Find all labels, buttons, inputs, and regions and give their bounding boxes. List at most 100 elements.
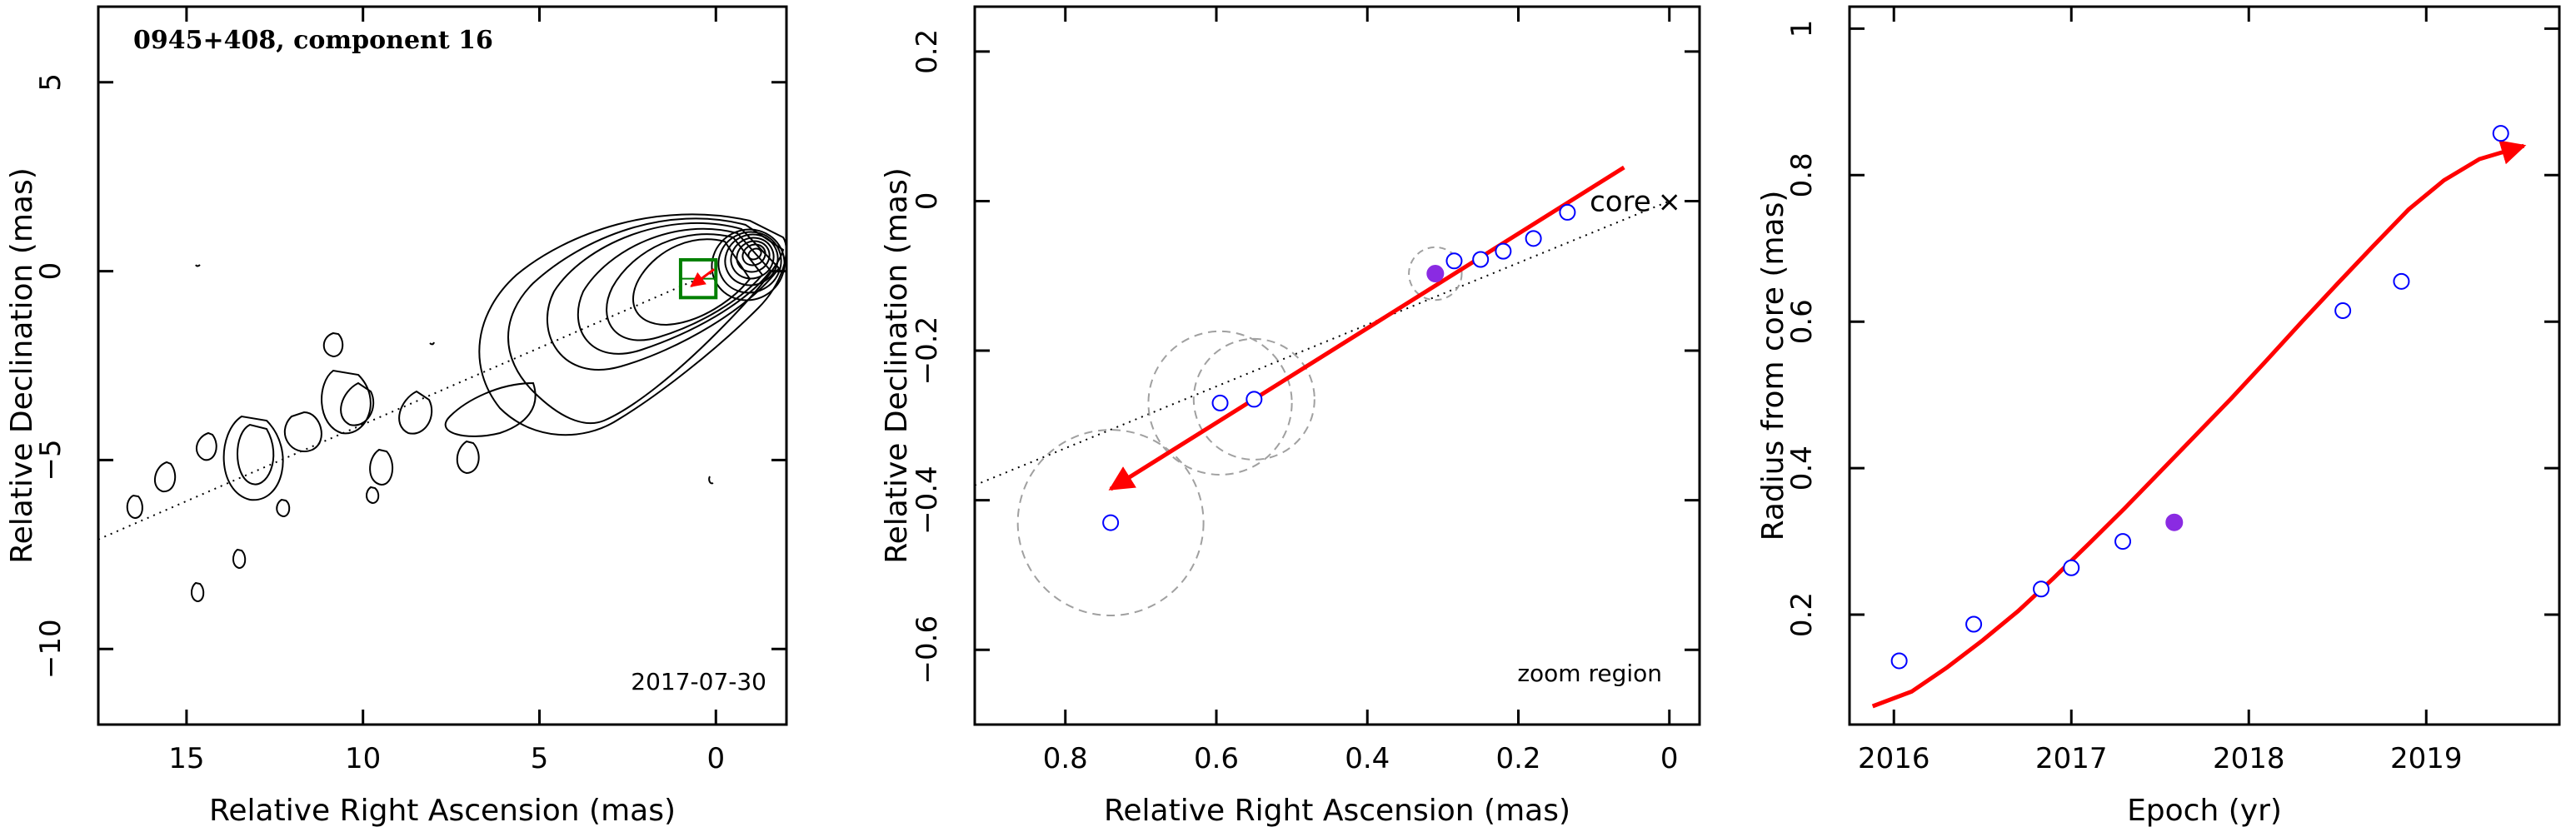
x-tick-label: 2017 [2035, 742, 2108, 775]
x-axis-title: Relative Right Ascension (mas) [1104, 794, 1570, 828]
y-tick-label: −0.4 [911, 466, 944, 535]
contour-level [429, 341, 435, 346]
contour-level [795, 460, 800, 466]
epoch-date-label: 2017-07-30 [631, 668, 766, 695]
contour-level [276, 498, 291, 518]
jet-axis-line [975, 200, 1670, 486]
highlight-point [2165, 513, 2184, 531]
contour-level [222, 415, 284, 501]
highlight-point [1426, 265, 1445, 283]
contour-layer [98, 213, 800, 603]
x-tick-label: 0.6 [1194, 742, 1239, 775]
contour-level [369, 448, 394, 486]
contour-level [191, 581, 205, 603]
y-tick-label: 0.6 [1785, 299, 1819, 344]
x-axis-title: Epoch (yr) [2127, 794, 2282, 828]
y-tick-label: 5 [34, 73, 67, 92]
core-marker: × [1658, 185, 1682, 218]
panel-zoom-region: 0.8 0.6 0.4 0.2 0 0.2 0 −0.2 −0.4 −0.6 core × zoo… [880, 5, 1701, 828]
y-tick-label: 0 [911, 192, 944, 211]
plot-frame [97, 5, 788, 726]
x-tick-label: 0 [1660, 742, 1679, 775]
x-axis-title: Relative Right Ascension (mas) [209, 794, 676, 828]
panel-radius-vs-epoch: 2016 2017 2018 2019 0.2 0.4 0.6 0.8 1 Epoch (yr)… [1756, 5, 2561, 828]
data-point [2063, 559, 2080, 576]
component-size-circle [1408, 246, 1463, 301]
data-point [2334, 302, 2352, 320]
data-point [1211, 394, 1229, 411]
contour-level [340, 381, 375, 426]
data-point [1472, 251, 1490, 268]
y-tick-label: −5 [34, 439, 67, 481]
motion-vector [690, 268, 716, 287]
y-axis-title: Radius from core (mas) [1756, 191, 1790, 541]
contour-level [154, 461, 177, 493]
axes-layer: 2016 2017 2018 2019 0.2 0.4 0.6 0.8 1 [1785, 7, 2559, 775]
y-axis-title: Relative Declination (mas) [880, 167, 914, 564]
contour-level [366, 486, 380, 505]
contour-level [196, 431, 217, 461]
fit-curve [1871, 140, 2527, 709]
data-point [1102, 514, 1120, 531]
x-tick-label: 10 [345, 742, 381, 775]
contour-level [283, 411, 322, 452]
contour-level [632, 238, 751, 326]
contour-level [456, 440, 480, 475]
contour-level [606, 233, 764, 341]
y-tick-label: −10 [34, 619, 67, 679]
y-tick-label: −0.6 [911, 615, 944, 685]
contour-level [577, 227, 772, 355]
zoom-region-note: zoom region [1517, 660, 1662, 687]
component-size-circle [1192, 337, 1315, 461]
data-point [2393, 272, 2410, 290]
y-tick-label: 0 [34, 262, 67, 281]
radius-points [1890, 125, 2509, 670]
x-tick-label: 2018 [2213, 742, 2285, 775]
x-tick-label: 0.2 [1495, 742, 1540, 775]
x-tick-label: 0.8 [1043, 742, 1088, 775]
y-tick-label: 0.8 [1785, 152, 1819, 197]
plot-frame [973, 5, 1701, 726]
contour-level [444, 381, 537, 437]
contour-level [237, 423, 275, 486]
jet-contours [126, 213, 800, 603]
component-positions [1102, 203, 1576, 531]
data-point [2492, 125, 2509, 142]
x-tick-label: 5 [531, 742, 549, 775]
y-tick-label: 0.2 [1785, 592, 1819, 637]
contour-level [322, 331, 344, 358]
zoom-plot-layer [975, 165, 1670, 617]
x-tick-label: 2019 [2390, 742, 2463, 775]
data-point [1246, 391, 1263, 408]
x-tick-label: 15 [168, 742, 204, 775]
component-size-circle [1016, 429, 1205, 617]
x-tick-label: 0 [706, 742, 725, 775]
x-tick-label: 0.4 [1345, 742, 1390, 775]
contour-level [478, 213, 786, 436]
data-point [1559, 203, 1576, 221]
axes-layer: 15 10 5 0 5 0 −5 −10 [34, 7, 786, 775]
plot-frame [1848, 5, 2561, 726]
fit-arrow [1108, 165, 1625, 491]
data-point [2033, 580, 2050, 598]
contour-level [232, 548, 247, 570]
contour-level [547, 222, 781, 371]
axes-layer: 0.8 0.6 0.4 0.2 0 0.2 0 −0.2 −0.4 −0.6 [911, 7, 1700, 775]
y-tick-label: 0.4 [1785, 446, 1819, 491]
panel-contour-map: 15 10 5 0 5 0 −5 −10 0945+408, component 16 201… [5, 5, 800, 828]
data-point [1495, 242, 1512, 260]
contour-level [195, 264, 201, 267]
y-tick-label: 1 [1785, 20, 1819, 38]
radius-plot-layer [1871, 125, 2527, 709]
y-axis-title: Relative Declination (mas) [5, 167, 39, 564]
component-size-circles [1016, 246, 1463, 617]
data-point [1890, 652, 1908, 670]
contour-level [507, 217, 785, 425]
data-point [2114, 533, 2132, 551]
data-point [1445, 252, 1463, 270]
y-tick-label: −0.2 [911, 316, 944, 386]
core-label: core [1590, 185, 1651, 218]
data-point [1965, 615, 1983, 633]
